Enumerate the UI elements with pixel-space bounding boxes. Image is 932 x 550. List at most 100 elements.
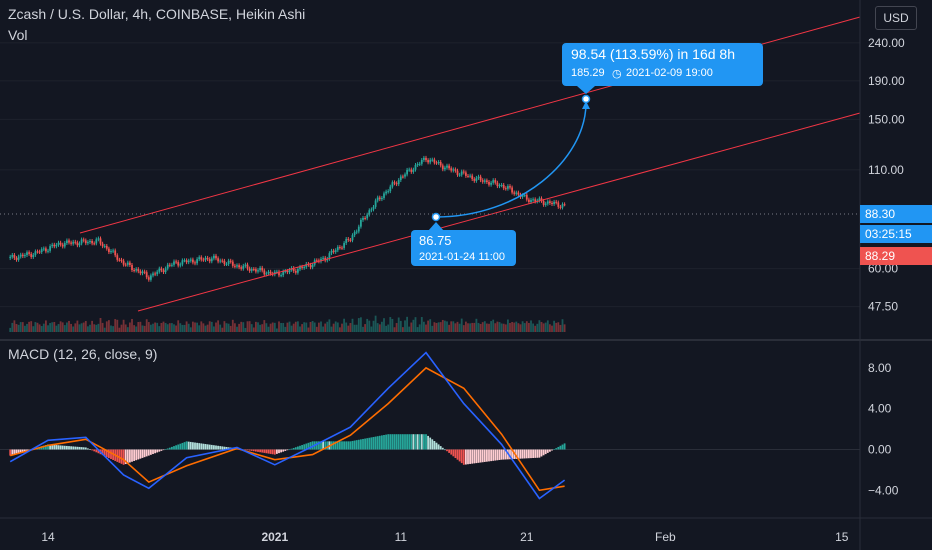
macd-histogram-bar: [47, 444, 49, 450]
candle-body: [32, 254, 35, 257]
candle-body: [17, 256, 20, 260]
candle-body: [229, 260, 232, 262]
time-axis-tick: 2021: [261, 530, 288, 544]
candle-body: [28, 252, 30, 254]
candle-body: [334, 250, 337, 252]
macd-histogram-bar: [259, 449, 261, 453]
macd-histogram-bar: [376, 436, 379, 450]
time-axis-tick: 21: [520, 530, 534, 544]
macd-histogram-bar: [255, 449, 257, 452]
macd-legend[interactable]: MACD (12, 26, close, 9): [8, 346, 158, 362]
candle-body: [126, 262, 129, 265]
candle-body: [208, 259, 211, 262]
macd-histogram-bar: [269, 449, 272, 454]
candle-body: [175, 261, 177, 263]
candle-body: [76, 242, 79, 246]
volume-bar: [255, 321, 257, 332]
macd-histogram-bar: [408, 434, 411, 450]
candle-body: [513, 192, 516, 194]
candle-body: [101, 243, 104, 247]
symbol-title[interactable]: Zcash / U.S. Dollar, 4h, COINBASE, Heiki…: [8, 6, 306, 22]
candle-body: [225, 264, 228, 266]
macd-histogram-bar: [139, 449, 142, 459]
candle-body: [49, 246, 51, 251]
volume-bar: [450, 321, 453, 332]
macd-histogram-bar: [131, 449, 133, 462]
macd-histogram-bar: [248, 449, 251, 451]
volume-bar: [198, 325, 201, 332]
channel-lower-line[interactable]: [137, 112, 861, 312]
volume-bar: [221, 327, 224, 332]
candle-body: [517, 192, 520, 195]
candle-body: [383, 193, 385, 198]
macd-histogram-bar: [404, 434, 406, 450]
volume-bar: [446, 321, 448, 332]
macd-histogram-bar: [525, 449, 528, 459]
macd-histogram-bar: [198, 443, 201, 450]
candle-body: [189, 259, 192, 261]
macd-histogram-bar: [418, 434, 421, 450]
candle-body: [347, 238, 350, 240]
candle-body: [196, 259, 198, 264]
candle-body: [521, 195, 524, 197]
projection-curve[interactable]: [435, 103, 587, 218]
volume-bar: [391, 318, 394, 332]
volume-bar: [326, 321, 329, 332]
volume-bar: [202, 323, 205, 332]
candle-body: [555, 201, 558, 203]
macd-histogram-bar: [171, 446, 173, 450]
projection-start-point[interactable]: [431, 212, 441, 222]
candle-body: [93, 243, 96, 245]
candle-body: [141, 271, 144, 274]
macd-histogram-bar: [326, 441, 329, 450]
candle-body: [91, 241, 93, 244]
last-price-tag: 88.30: [860, 205, 932, 223]
macd-histogram-bar: [250, 449, 253, 451]
volume-bar: [57, 324, 60, 332]
candle-body: [465, 172, 467, 176]
volume-bar: [129, 322, 131, 332]
volume-bar: [498, 322, 501, 332]
candle-body: [492, 180, 495, 183]
price-axis-tick: 240.00: [868, 36, 905, 50]
candle-body: [131, 265, 133, 271]
volume-bar: [51, 322, 54, 332]
volume-bar: [189, 327, 192, 332]
candle-body: [288, 269, 291, 273]
macd-histogram-bar: [318, 441, 320, 450]
candle-body: [381, 197, 383, 200]
macd-histogram-bar: [141, 449, 144, 458]
volume-bar: [553, 320, 555, 332]
candle-body: [200, 257, 203, 260]
candle-body: [544, 203, 547, 205]
volume-bar: [196, 322, 198, 332]
candle-body: [515, 192, 518, 194]
candle-body: [437, 162, 440, 164]
candle-body: [240, 267, 243, 269]
candle-body: [95, 239, 98, 244]
volume-legend[interactable]: Vol: [8, 27, 28, 43]
macd-histogram-bar: [343, 441, 345, 450]
macd-histogram-bar: [353, 440, 356, 450]
macd-histogram-bar: [496, 449, 499, 461]
projection-arrow-head: [582, 101, 590, 109]
candle-body: [534, 199, 537, 202]
candle-body: [202, 259, 205, 261]
candle-body: [297, 269, 299, 273]
candle-body: [15, 258, 18, 260]
candle-body: [366, 214, 369, 219]
start-price: 86.75: [419, 233, 452, 248]
projection-target-label[interactable]: 98.54 (113.59%) in 16d 8h 185.29 ◷ 2021-…: [562, 43, 763, 86]
volume-bar: [168, 323, 171, 332]
volume-bar: [93, 324, 96, 332]
candle-body: [173, 261, 175, 265]
volume-bar: [557, 322, 560, 332]
projection-start-label[interactable]: 86.75 2021-01-24 11:00: [411, 230, 516, 266]
volume-bar: [546, 320, 549, 332]
macd-histogram-bar: [278, 449, 280, 454]
currency-button[interactable]: USD: [875, 6, 917, 30]
volume-bar: [376, 323, 379, 332]
candle-body: [124, 264, 127, 266]
macd-histogram-bar: [42, 445, 45, 450]
